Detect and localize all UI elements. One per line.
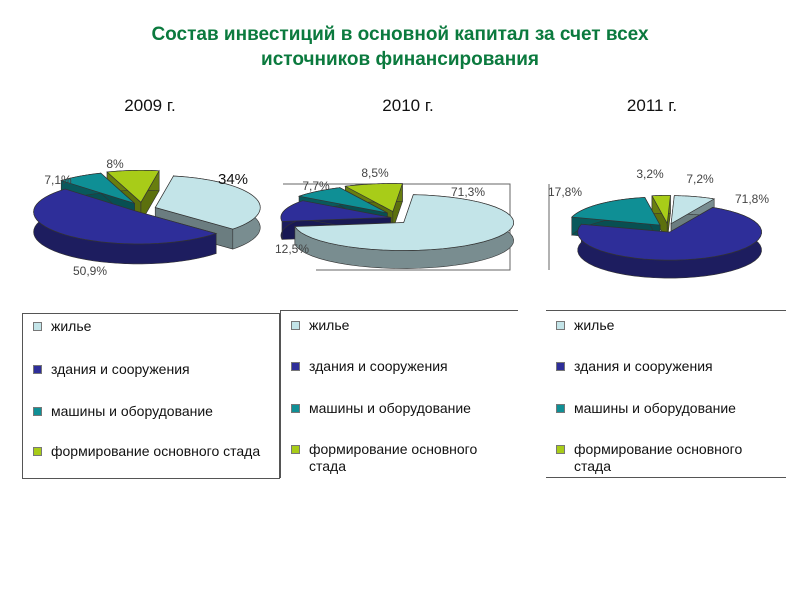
legend-label: машины и оборудование [309, 400, 471, 416]
legend-2011: жилье здания и сооружения машины и обору… [546, 310, 786, 478]
chart-title-2011: 2011 г. [626, 96, 678, 115]
legend-swatch [291, 321, 300, 330]
legend-swatch [556, 445, 565, 454]
legend-item-herd: формирование основного стада [291, 441, 512, 475]
pie-chart-2009: 34% 50,9% 7,1% 8% [33, 157, 261, 278]
legend-label: жилье [309, 317, 350, 333]
data-label: 34% [218, 171, 248, 188]
data-label: 17,8% [548, 185, 582, 199]
legend-swatch [556, 362, 565, 371]
legend-swatch [291, 445, 300, 454]
chart-title-2009: 2009 г. [124, 96, 176, 115]
title-line-2: источников финансирования [261, 49, 539, 70]
legend-item-machinery: машины и оборудование [556, 400, 780, 417]
legend-label: здания и сооружения [309, 358, 448, 374]
data-label: 8% [106, 157, 124, 171]
legend-item-buildings: здания и сооружения [556, 358, 780, 375]
pie-slice [33, 188, 218, 265]
data-label: 7,7% [302, 179, 330, 193]
legend-swatch [33, 365, 42, 374]
chart-title-2010: 2010 г. [382, 96, 434, 115]
legend-item-buildings: здания и сооружения [33, 361, 273, 378]
legend-label: жилье [574, 317, 615, 333]
data-label: 3,2% [636, 167, 664, 181]
pie-chart-2010: 71,3% 12,5% 7,7% 8,5% [275, 166, 515, 269]
legend-item-buildings: здания и сооружения [291, 358, 512, 375]
data-label: 71,3% [451, 185, 485, 199]
legend-item-housing: жилье [291, 317, 512, 334]
title-line-1: Состав инвестиций в основной капитал за … [151, 24, 649, 45]
pie-slice [577, 206, 762, 279]
legend-item-herd: формирование основного стада [33, 443, 273, 460]
pie-charts: 34% 50,9% 7,1% 8% 71,3% 12,5% 7,7% 8,5% 7,2% 71… [33, 157, 769, 279]
legend-label: здания и сооружения [51, 361, 190, 377]
legend-label: здания и сооружения [574, 358, 713, 374]
data-label: 12,5% [275, 242, 309, 256]
data-label: 8,5% [361, 166, 389, 180]
data-label: 50,9% [73, 264, 107, 278]
pie-chart-2011: 7,2% 71,8% 17,8% 3,2% [548, 167, 769, 279]
legend-label: формирование основного стада [309, 441, 478, 474]
legend-swatch [556, 321, 565, 330]
legend-swatch [33, 407, 42, 416]
legend-swatch [33, 447, 42, 456]
legend-swatch [33, 322, 42, 331]
page-title: Состав инвестиций в основной капитал за … [0, 22, 800, 72]
legend-label: машины и оборудование [574, 400, 736, 416]
legend-item-housing: жилье [556, 317, 780, 334]
legend-item-herd: формирование основного стада [556, 441, 780, 475]
pie-slice [294, 194, 515, 269]
legend-label: формирование основного стада [574, 441, 743, 474]
legend-2010: жилье здания и сооружения машины и обору… [280, 310, 518, 478]
legend-swatch [291, 404, 300, 413]
pie-slice [651, 195, 671, 242]
legend-item-machinery: машины и оборудование [33, 403, 273, 420]
legend-2009: жилье здания и сооружения машины и обору… [22, 313, 280, 479]
data-label: 7,1% [44, 173, 72, 187]
legend-item-machinery: машины и оборудование [291, 400, 512, 417]
legend-swatch [556, 404, 565, 413]
legend-label: жилье [51, 318, 92, 334]
data-label: 7,2% [686, 172, 714, 186]
legend-swatch [291, 362, 300, 371]
legend-label: формирование основного стада [51, 443, 261, 459]
data-label: 71,8% [735, 192, 769, 206]
legend-label: машины и оборудование [51, 403, 213, 419]
legend-item-housing: жилье [33, 318, 273, 335]
